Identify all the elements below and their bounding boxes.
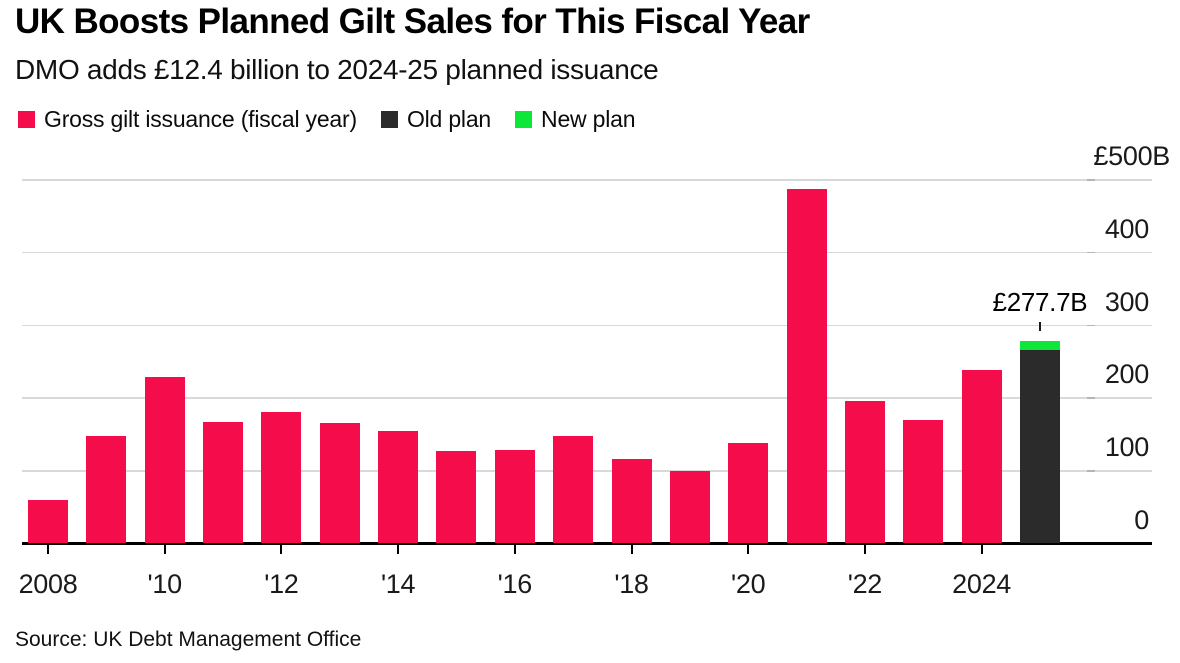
gridline-200 bbox=[22, 397, 1152, 399]
x-axis-tick-2008 bbox=[47, 544, 49, 554]
x-axis-tick-20 bbox=[747, 544, 750, 554]
bar-2014-gross-gilt-issuance-fiscal-year- bbox=[378, 431, 419, 543]
bar-2012-gross-gilt-issuance-fiscal-year- bbox=[261, 412, 302, 543]
red-square-swatch-icon bbox=[18, 111, 35, 128]
bar-2011-gross-gilt-issuance-fiscal-year- bbox=[203, 422, 244, 543]
bar-2025-old-plan bbox=[1019, 349, 1060, 543]
bar-2008-gross-gilt-issuance-fiscal-year- bbox=[28, 500, 68, 543]
legend-label: Gross gilt issuance (fiscal year) bbox=[44, 106, 357, 132]
x-axis-label-20: '20 bbox=[731, 569, 766, 599]
bar-2024-gross-gilt-issuance-fiscal-year- bbox=[961, 369, 1002, 543]
x-axis-label-2008: 2008 bbox=[18, 569, 78, 599]
bar-2010-gross-gilt-issuance-fiscal-year- bbox=[144, 377, 185, 543]
gridline-400 bbox=[22, 251, 1152, 254]
x-axis-label-10: '10 bbox=[147, 569, 183, 599]
legend-item-3: New plan bbox=[515, 106, 636, 133]
y-axis-tick bbox=[1087, 470, 1095, 472]
x-axis-label-2024: 2024 bbox=[952, 569, 1012, 599]
legend-item-1: Gross gilt issuance (fiscal year) bbox=[18, 106, 357, 133]
dark-square-swatch-icon bbox=[380, 111, 398, 128]
y-axis-label: 300 bbox=[1104, 286, 1149, 317]
bar-2017-gross-gilt-issuance-fiscal-year- bbox=[553, 436, 594, 543]
x-axis-tick-10 bbox=[163, 544, 166, 554]
bar-2016-gross-gilt-issuance-fiscal-year- bbox=[494, 450, 535, 543]
x-axis-line bbox=[22, 541, 1152, 545]
annotation-value-label: £277.7B bbox=[992, 286, 1088, 317]
bar-2025-new-plan bbox=[1019, 340, 1060, 350]
y-axis-tick bbox=[1087, 397, 1095, 399]
x-axis-tick-2024 bbox=[980, 544, 983, 554]
annotation-pointer-tick bbox=[1038, 321, 1041, 331]
gridline-£500B bbox=[22, 179, 1152, 181]
y-axis-tick bbox=[1087, 251, 1095, 254]
source-note: Source: UK Debt Management Office bbox=[15, 628, 362, 651]
bar-2015-gross-gilt-issuance-fiscal-year- bbox=[436, 450, 477, 543]
x-axis-label-16: '16 bbox=[497, 569, 533, 599]
legend-label: New plan bbox=[541, 106, 636, 132]
y-axis-label: 200 bbox=[1104, 359, 1149, 390]
y-axis-label: £500B bbox=[1093, 141, 1170, 171]
x-axis-label-18: '18 bbox=[614, 569, 649, 599]
y-axis-label: 400 bbox=[1104, 213, 1149, 244]
x-axis-tick-16 bbox=[513, 544, 516, 554]
bar-2021-gross-gilt-issuance-fiscal-year- bbox=[786, 189, 827, 543]
chart-legend: Gross gilt issuance (fiscal year) Old pla… bbox=[18, 106, 636, 133]
bar-2022-gross-gilt-issuance-fiscal-year- bbox=[844, 401, 885, 543]
y-axis-tick bbox=[1087, 179, 1095, 181]
x-axis-tick-12 bbox=[280, 544, 283, 554]
y-axis-label: 0 bbox=[1134, 505, 1149, 535]
x-axis-tick-18 bbox=[630, 544, 633, 554]
legend-label: Old plan bbox=[406, 106, 492, 132]
green-square-swatch-icon bbox=[515, 111, 533, 128]
bar-2013-gross-gilt-issuance-fiscal-year- bbox=[319, 423, 360, 543]
bar-2019-gross-gilt-issuance-fiscal-year- bbox=[669, 471, 710, 543]
chart-title: UK Boosts Planned Gilt Sales for This Fi… bbox=[15, 2, 810, 41]
gridline-300 bbox=[22, 324, 1152, 327]
x-axis-tick-22 bbox=[863, 544, 866, 554]
x-axis-label-14: '14 bbox=[380, 569, 416, 599]
bar-2009-gross-gilt-issuance-fiscal-year- bbox=[86, 436, 127, 543]
y-axis-label: 100 bbox=[1104, 432, 1149, 463]
bar-2020-gross-gilt-issuance-fiscal-year- bbox=[728, 443, 769, 543]
bar-2023-gross-gilt-issuance-fiscal-year- bbox=[903, 419, 944, 543]
legend-item-2: Old plan bbox=[380, 106, 492, 133]
x-axis-label-22: '22 bbox=[847, 569, 883, 599]
chart-subtitle: DMO adds £12.4 billion to 2024-25 planne… bbox=[15, 54, 659, 85]
bar-2018-gross-gilt-issuance-fiscal-year- bbox=[611, 459, 652, 543]
y-axis-tick bbox=[1087, 324, 1095, 327]
x-axis-tick-14 bbox=[397, 544, 400, 554]
x-axis-label-12: '12 bbox=[264, 569, 299, 599]
